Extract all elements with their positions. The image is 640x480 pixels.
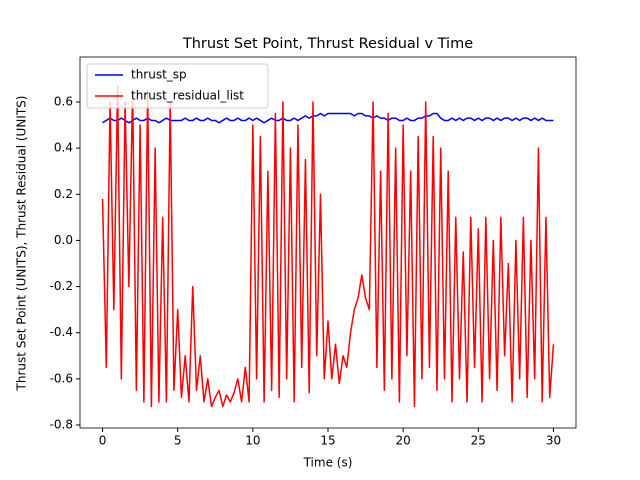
x-tick-label: 15 — [320, 434, 335, 448]
y-tick-label: -0.6 — [50, 371, 73, 385]
y-tick-label: 0.4 — [54, 141, 73, 155]
legend-box — [86, 63, 269, 109]
x-tick-label: 25 — [471, 434, 486, 448]
legend-label: thrust_sp — [131, 68, 187, 82]
y-tick-label: 0.6 — [54, 94, 73, 108]
y-tick-label: 0.0 — [54, 233, 73, 247]
x-tick-label: 10 — [245, 434, 260, 448]
legend-label: thrust_residual_list — [131, 89, 244, 103]
y-axis-label: Thrust Set Point (UNITS), Thrust Residua… — [15, 96, 29, 392]
y-tick-label: -0.2 — [50, 279, 73, 293]
y-tick-label: 0.2 — [54, 187, 73, 201]
x-tick-label: 0 — [99, 434, 107, 448]
x-tick-label: 20 — [396, 434, 411, 448]
plot-frame — [79, 56, 577, 429]
chart-title: Thrust Set Point, Thrust Residual v Time — [182, 36, 473, 52]
data-line — [101, 85, 555, 408]
y-tick-label: -0.4 — [50, 325, 73, 339]
y-tick-label: -0.8 — [50, 418, 73, 432]
x-tick-label: 30 — [546, 434, 561, 448]
x-axis-label: Time (s) — [303, 456, 353, 470]
x-tick-label: 5 — [174, 434, 182, 448]
data-line — [102, 112, 554, 124]
